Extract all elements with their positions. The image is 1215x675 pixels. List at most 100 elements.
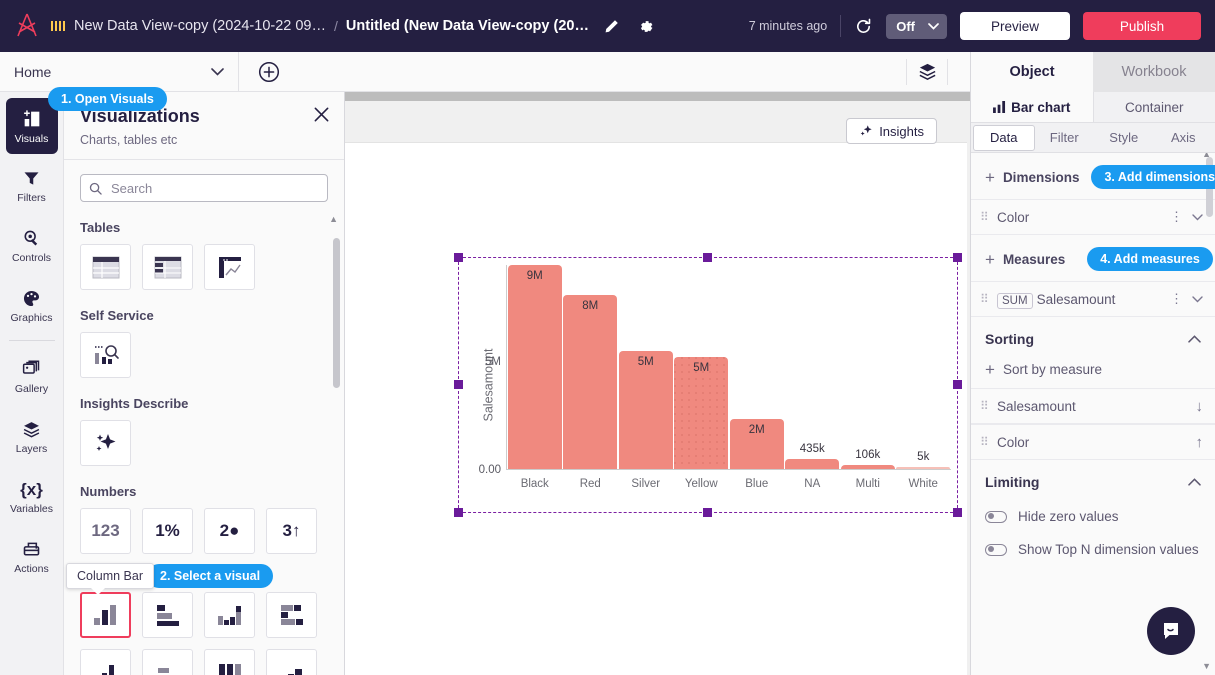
bar[interactable]: 5k xyxy=(896,451,951,469)
sidebar-item-visuals[interactable]: Visuals xyxy=(5,98,58,154)
bar-column[interactable]: 9M Black xyxy=(507,265,563,490)
resize-handle-nw[interactable] xyxy=(454,253,463,262)
tile-column-waterfall[interactable] xyxy=(266,649,317,675)
gear-icon[interactable] xyxy=(636,17,655,36)
bar-column[interactable]: 2M Blue xyxy=(729,265,785,490)
sidebar-item-layers[interactable]: Layers xyxy=(6,409,58,465)
sort-field-color[interactable]: ⠿ Color ↑ xyxy=(971,424,1215,460)
tile-column-grouped[interactable] xyxy=(204,592,255,638)
tile-self-service-explore[interactable] xyxy=(80,332,131,378)
drag-handle-icon[interactable]: ⠿ xyxy=(980,291,989,306)
bar-column[interactable]: 5M Silver xyxy=(618,265,674,490)
tile-number-123[interactable]: 123 xyxy=(80,508,131,554)
resize-handle-w[interactable] xyxy=(454,380,463,389)
sidebar-item-filters[interactable]: Filters xyxy=(6,158,58,214)
sidebar-item-variables[interactable]: {x} Variables xyxy=(6,469,58,525)
bar-chart-widget[interactable]: Salesamount 5M 0.00 9M Black xyxy=(454,253,962,517)
tile-bar-horizontal[interactable] xyxy=(142,592,193,638)
dimension-field-color[interactable]: ⠿ Color ⋮ xyxy=(971,199,1215,235)
abacus-logo[interactable] xyxy=(10,9,44,43)
sidebar-item-controls[interactable]: Controls xyxy=(6,218,58,274)
search-box[interactable] xyxy=(80,174,328,202)
tile-bar-grouped[interactable] xyxy=(266,592,317,638)
tile-column-bar[interactable] xyxy=(80,592,131,638)
sort-direction-icon[interactable]: ↓ xyxy=(1195,397,1204,415)
toggle-hide-zero-values[interactable]: Hide zero values xyxy=(971,500,1215,533)
tab-workbook[interactable]: Workbook xyxy=(1093,52,1215,92)
tile-sparkle-insights[interactable] xyxy=(80,420,131,466)
right-panel-scrollbar[interactable]: ▲ ▼ xyxy=(1202,153,1213,671)
tab-object[interactable]: Object xyxy=(971,52,1093,92)
bar[interactable]: 435k xyxy=(785,443,840,469)
drag-handle-icon[interactable]: ⠿ xyxy=(980,434,989,449)
toggle-show-top-n[interactable]: Show Top N dimension values xyxy=(971,533,1215,566)
tab-data[interactable]: Data xyxy=(973,124,1035,151)
bar[interactable]: 8M xyxy=(563,294,618,469)
tile-column-ascending[interactable] xyxy=(80,649,131,675)
sidebar-item-graphics[interactable]: Graphics xyxy=(6,278,58,334)
sidebar-item-actions[interactable]: Actions xyxy=(6,529,58,585)
sort-field-salesamount[interactable]: ⠿ Salesamount ↓ xyxy=(971,388,1215,424)
subtab-container[interactable]: Container xyxy=(1093,92,1215,122)
sheet-surface[interactable]: Insights Salesamount 5M 0. xyxy=(345,118,967,675)
scrollbar-thumb[interactable] xyxy=(333,238,340,388)
scroll-down-arrow[interactable]: ▼ xyxy=(1202,661,1211,671)
visuals-scrollbar[interactable]: ▲ ▼ xyxy=(329,214,340,675)
add-dimension-icon[interactable]: + xyxy=(985,167,995,187)
sort-direction-icon[interactable]: ↑ xyxy=(1195,433,1204,451)
resize-handle-sw[interactable] xyxy=(454,508,463,517)
bar-column[interactable]: 106k Multi xyxy=(840,265,896,490)
tab-axis[interactable]: Axis xyxy=(1170,130,1196,145)
add-sort-icon[interactable]: + xyxy=(985,360,995,379)
sort-by-measure-row[interactable]: + Sort by measure xyxy=(971,357,1215,388)
tile-number-percent[interactable]: 1% xyxy=(142,508,193,554)
resize-handle-se[interactable] xyxy=(953,508,962,517)
refresh-icon[interactable] xyxy=(854,17,873,36)
breadcrumb-parent[interactable]: New Data View-copy (2024-10-22 09… xyxy=(74,18,327,34)
bar[interactable]: 2M xyxy=(729,419,784,469)
tile-number-arrow[interactable]: 3↑ xyxy=(266,508,317,554)
insights-button[interactable]: Insights xyxy=(846,118,937,144)
toggle-switch[interactable] xyxy=(985,510,1007,523)
tab-filter[interactable]: Filter xyxy=(1049,130,1079,145)
bar[interactable]: 106k xyxy=(840,449,895,469)
more-options-icon[interactable]: ⋮ xyxy=(1170,209,1183,224)
resize-handle-n[interactable] xyxy=(703,253,712,262)
breadcrumb-current[interactable]: Untitled (New Data View-copy (20… xyxy=(345,18,589,34)
publish-button[interactable]: Publish xyxy=(1083,12,1201,40)
add-page-button[interactable] xyxy=(239,61,299,83)
resize-handle-e[interactable] xyxy=(953,380,962,389)
chevron-down-icon[interactable] xyxy=(1192,213,1203,221)
dimensions-header[interactable]: + Dimensions 3. Add dimensions xyxy=(971,153,1215,199)
drag-handle-icon[interactable]: ⠿ xyxy=(980,209,989,224)
aggregation-badge[interactable]: SUM xyxy=(997,292,1033,309)
page-selector[interactable]: Home xyxy=(0,51,239,92)
bar-column[interactable]: 8M Red xyxy=(563,265,619,490)
tab-style[interactable]: Style xyxy=(1109,130,1139,145)
more-options-icon[interactable]: ⋮ xyxy=(1170,291,1183,306)
add-measure-icon[interactable]: + xyxy=(985,249,995,269)
chat-support-button[interactable] xyxy=(1147,607,1195,655)
search-input[interactable] xyxy=(109,179,319,197)
bar-column[interactable]: 435k NA xyxy=(785,265,841,490)
preview-button[interactable]: Preview xyxy=(960,12,1070,40)
scroll-up-arrow[interactable]: ▲ xyxy=(1202,153,1211,159)
subtab-bar-chart[interactable]: Bar chart xyxy=(971,92,1094,122)
sorting-section-header[interactable]: Sorting xyxy=(971,317,1215,357)
drag-handle-icon[interactable]: ⠿ xyxy=(980,398,989,413)
resize-handle-ne[interactable] xyxy=(953,253,962,262)
autorefresh-select[interactable]: Off xyxy=(886,13,947,39)
close-icon[interactable] xyxy=(313,106,330,123)
tile-table-grid[interactable] xyxy=(80,244,131,290)
toggle-switch[interactable] xyxy=(985,543,1007,556)
layers-icon[interactable] xyxy=(907,52,947,92)
tile-bar-stacked-small[interactable] xyxy=(142,649,193,675)
resize-handle-s[interactable] xyxy=(703,508,712,517)
tile-table-trend[interactable] xyxy=(204,244,255,290)
bar[interactable]: 5M xyxy=(674,356,729,469)
chevron-down-icon[interactable] xyxy=(1192,295,1203,303)
sidebar-item-gallery[interactable]: Gallery xyxy=(6,349,58,405)
tile-column-thick[interactable] xyxy=(204,649,255,675)
bar-column[interactable]: 5k White xyxy=(896,265,952,490)
limiting-section-header[interactable]: Limiting xyxy=(971,460,1215,500)
